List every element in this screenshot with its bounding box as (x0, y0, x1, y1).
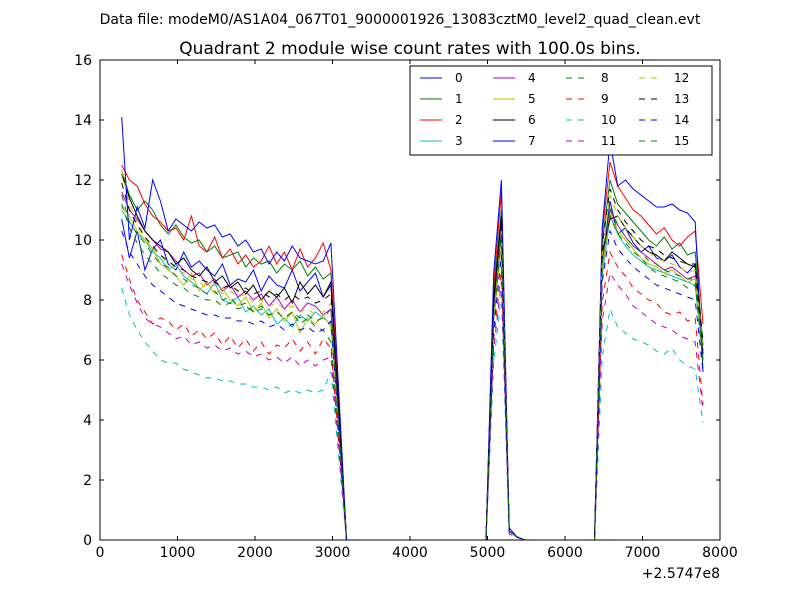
legend-entry-14: 14 (639, 113, 689, 127)
y-tick-label: 10 (74, 233, 92, 249)
x-tick-label: 5000 (470, 545, 506, 561)
legend-entry-3: 3 (420, 134, 463, 148)
legend-entry-11: 11 (566, 134, 616, 148)
legend-label: 4 (528, 71, 536, 85)
x-tick-label: 6000 (547, 545, 583, 561)
legend-entry-7: 7 (493, 134, 536, 148)
legend-label: 0 (455, 71, 463, 85)
x-tick-label: 4000 (392, 545, 428, 561)
chart-title: Quadrant 2 module wise count rates with … (179, 39, 640, 59)
legend-entry-13: 13 (639, 92, 689, 106)
series-line-5 (121, 206, 704, 541)
legend-entry-15: 15 (639, 134, 689, 148)
legend-label: 10 (601, 113, 616, 127)
legend-label: 9 (601, 92, 609, 106)
legend-label: 7 (528, 134, 536, 148)
series-line-3 (121, 209, 704, 541)
legend-label: 2 (455, 113, 463, 127)
series-line-2 (121, 161, 704, 541)
legend-entry-4: 4 (493, 71, 536, 85)
series-line-0 (121, 200, 704, 541)
series-line-9 (121, 250, 704, 541)
x-tick-label: 3000 (315, 545, 351, 561)
y-tick-label: 2 (83, 473, 92, 489)
legend-label: 12 (674, 71, 689, 85)
x-tick-label: 7000 (625, 545, 661, 561)
legend-entry-9: 9 (566, 92, 609, 106)
legend-entry-8: 8 (566, 71, 609, 85)
series-line-14 (121, 229, 704, 541)
legend-entry-6: 6 (493, 113, 536, 127)
y-tick-label: 12 (74, 173, 92, 189)
x-tick-label: 8000 (702, 545, 738, 561)
legend-label: 6 (528, 113, 536, 127)
legend-label: 15 (674, 134, 689, 148)
series-line-11 (121, 263, 704, 541)
series-line-8 (121, 194, 704, 541)
legend-entry-1: 1 (420, 92, 463, 106)
legend-entry-0: 0 (420, 71, 463, 85)
x-offset-label: +2.5747e8 (642, 566, 720, 582)
ticks-layer: 0 1000 2000 3000 4000 5000 6000 7000 80000246810… (74, 53, 738, 561)
y-tick-label: 14 (74, 113, 92, 129)
series-line-13 (121, 182, 704, 541)
y-tick-label: 8 (83, 293, 92, 309)
legend-label: 11 (601, 134, 616, 148)
legend-label: 1 (455, 92, 463, 106)
y-tick-label: 4 (83, 413, 92, 429)
series-line-10 (121, 287, 704, 541)
x-tick-label: 1000 (160, 545, 196, 561)
y-tick-label: 6 (83, 353, 92, 369)
series-layer (121, 116, 704, 541)
y-tick-label: 16 (74, 53, 92, 69)
plot-area: 0 1000 2000 3000 4000 5000 6000 7000 80000246810… (74, 53, 738, 582)
y-tick-label: 0 (83, 533, 92, 549)
legend-label: 8 (601, 71, 609, 85)
legend-label: 13 (674, 92, 689, 106)
legend-entry-2: 2 (420, 113, 463, 127)
legend-entry-12: 12 (639, 71, 689, 85)
legend-label: 5 (528, 92, 536, 106)
series-line-15 (121, 203, 704, 541)
legend-label: 14 (674, 113, 689, 127)
legend-entry-5: 5 (493, 92, 536, 106)
x-tick-label: 2000 (237, 545, 273, 561)
legend-label: 3 (455, 134, 463, 148)
x-tick-label: 0 (96, 545, 105, 561)
legend-entry-10: 10 (566, 113, 616, 127)
suptitle: Data file: modeM0/AS1A04_067T01_90000019… (100, 12, 701, 28)
legend-frame (409, 65, 713, 156)
